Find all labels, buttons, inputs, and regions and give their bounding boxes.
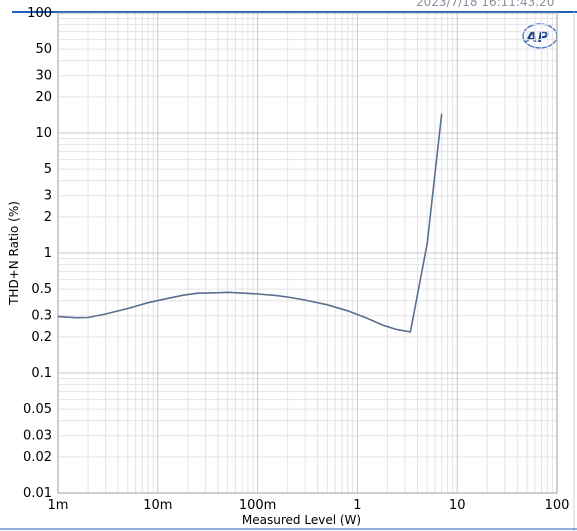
y-tick-labels: 100 50 30 20 10 5 3 2 1 0.5 0.3 0.2 0.1 0.05 0.03 0.02 0… xyxy=(23,6,52,501)
x-tick-label: 1 xyxy=(353,498,361,513)
x-tick-label: 1m xyxy=(48,498,69,513)
y-tick-label: 30 xyxy=(35,69,52,84)
series-group xyxy=(57,113,443,333)
y-tick-label: 0.1 xyxy=(31,366,52,381)
y-tick-label: 5 xyxy=(44,162,52,177)
y-tick-label: 0.02 xyxy=(23,450,52,465)
x-tick-labels: 1m 10m 100m 1 10 100 xyxy=(48,498,570,513)
x-tick-label: 100m xyxy=(239,498,276,513)
x-tick-label: 100 xyxy=(545,498,570,513)
x-tick-label: 10m xyxy=(143,498,172,513)
y-tick-label: 0.3 xyxy=(31,309,52,324)
x-axis-title: Measured Level (W) xyxy=(242,513,361,527)
y-axis-title: THD+N Ratio (%) xyxy=(7,201,21,306)
y-tick-label: 0.01 xyxy=(23,486,52,501)
y-tick-label: 2 xyxy=(44,210,52,225)
series-line-1 xyxy=(57,113,443,333)
y-tick-label: 0.5 xyxy=(31,282,52,297)
y-tick-label: 0.2 xyxy=(31,330,52,345)
plot-area xyxy=(57,12,558,494)
y-tick-label: 10 xyxy=(35,126,52,141)
y-tick-label: 1 xyxy=(44,246,52,261)
y-tick-label: 20 xyxy=(35,90,52,105)
x-tick-label: 10 xyxy=(449,498,466,513)
ap-logo-text: AP xyxy=(525,28,549,46)
y-tick-label: 50 xyxy=(35,42,52,57)
y-tick-label: 100 xyxy=(27,6,52,21)
y-tick-label: 0.03 xyxy=(23,429,52,444)
y-tick-label: 3 xyxy=(44,189,52,204)
y-tick-label: 0.05 xyxy=(23,402,52,417)
clipped-header-text: 2023/7/18 16:11:43.20 xyxy=(416,0,554,9)
